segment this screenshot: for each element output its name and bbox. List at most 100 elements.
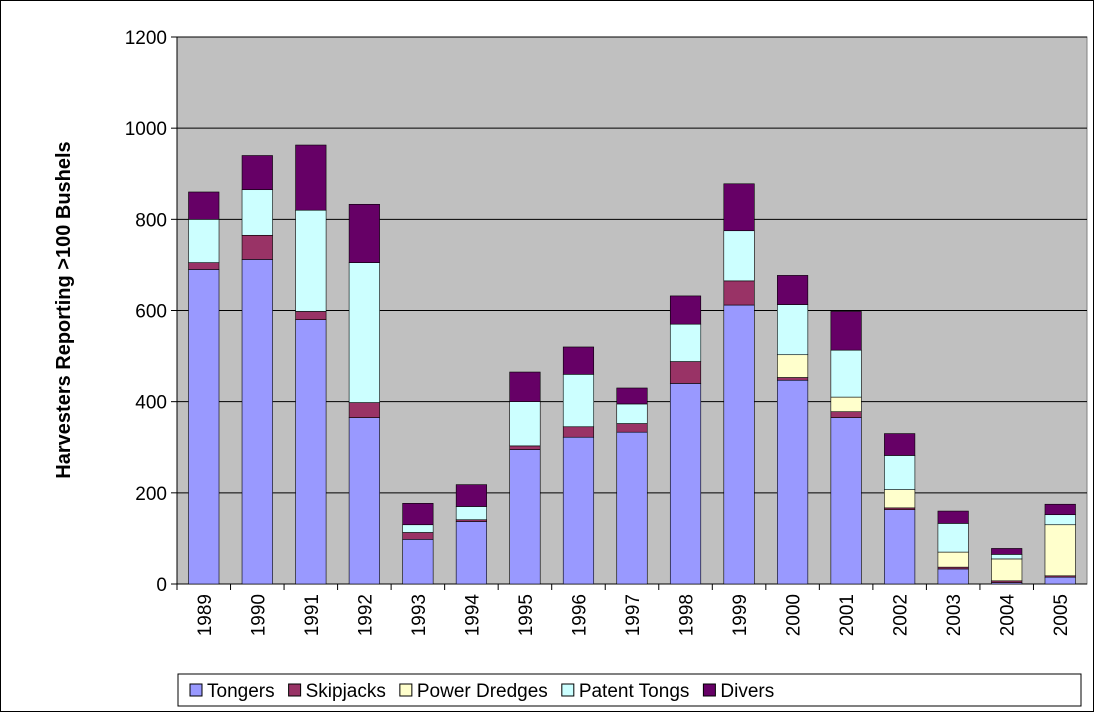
legend-swatch [399, 683, 413, 697]
legend-label: Divers [720, 681, 774, 702]
bar-segment [562, 436, 595, 585]
x-tick-label: 2003 [944, 594, 965, 636]
x-tick-label: 1993 [409, 594, 430, 636]
bar-segment [1044, 514, 1076, 526]
bar-segment [402, 524, 434, 533]
bar-segment [509, 371, 541, 402]
y-tick-label: 200 [135, 484, 167, 505]
bar-segment [777, 354, 809, 378]
x-tick-label: 1992 [355, 594, 376, 636]
x-tick-label: 1995 [516, 594, 537, 636]
bar-segment [562, 346, 595, 375]
x-tick-label: 2001 [837, 594, 858, 636]
bar-segment [1044, 524, 1076, 577]
bar-segment [348, 203, 380, 263]
bar-segment [241, 234, 273, 260]
x-tick-label: 1999 [730, 594, 751, 636]
bar-segment [616, 403, 648, 424]
bar-segment [188, 219, 220, 263]
bar-segment [509, 445, 541, 450]
y-tick-label: 600 [135, 302, 167, 323]
x-tick-label: 2000 [784, 594, 805, 636]
bar-segment [402, 532, 434, 540]
bar-segment [188, 269, 220, 585]
x-tick-label: 2004 [998, 594, 1019, 637]
bar-segment [455, 521, 487, 585]
legend-label: Skipjacks [306, 681, 386, 702]
bar-segment [616, 431, 648, 585]
bar-segment [348, 262, 380, 403]
bar-segment [402, 503, 434, 526]
bar-segment [509, 449, 541, 585]
legend-label: Tongers [207, 681, 275, 702]
bar-segment [884, 489, 916, 509]
bar-segment [669, 323, 702, 362]
bar-segment [1044, 503, 1076, 516]
bar-segment [830, 411, 862, 418]
bar-segment [884, 509, 916, 585]
bar-segment [777, 304, 809, 356]
bar-segment [348, 402, 380, 418]
bar-segment [830, 349, 862, 398]
bar-segment [991, 554, 1023, 560]
legend-label: Patent Tongs [579, 681, 690, 702]
legend: Tongers Skipjacks Power Dredges Patent Tong… [177, 673, 1082, 707]
bar-segment [1044, 576, 1076, 585]
x-tick-label: 1998 [677, 594, 698, 636]
legend-swatch [288, 683, 302, 697]
bar-segment [562, 374, 595, 428]
x-tick-label: 2002 [891, 594, 912, 636]
bar-segment [937, 510, 969, 524]
bar-segment [455, 484, 487, 507]
x-tick-label: 1996 [569, 594, 590, 636]
bar-segment [295, 144, 327, 211]
bar-segment [723, 280, 755, 306]
x-tick-label: 1989 [195, 594, 216, 636]
bar-segment [188, 262, 220, 270]
bar-segment [616, 423, 648, 433]
bar-segment [830, 396, 862, 412]
bar-segment [669, 295, 702, 325]
bar-segment [937, 568, 969, 585]
bar-segment [830, 417, 862, 585]
y-tick-label: 0 [156, 575, 167, 596]
bar-segment [455, 506, 487, 521]
bar-segment [669, 361, 702, 384]
x-tick-label: 1991 [302, 594, 323, 636]
bar-segment [562, 426, 595, 438]
y-tick-label: 1200 [125, 28, 167, 49]
bar-segment [402, 539, 434, 585]
legend-box [177, 673, 1082, 707]
bar-segment [241, 259, 273, 585]
bar-segment [830, 311, 862, 351]
y-axis-label: Harvesters Reporting >100 Bushels [53, 141, 75, 478]
bar-segment [348, 417, 380, 585]
bar-segment [884, 433, 916, 456]
bar-segment [616, 387, 648, 405]
bar-segment [669, 383, 702, 585]
x-tick-label: 1997 [623, 594, 644, 636]
bar-segment [188, 191, 220, 220]
legend-label: Power Dredges [417, 681, 548, 702]
y-tick-label: 1000 [125, 119, 167, 140]
bar-segment [241, 155, 273, 191]
bar-segment [723, 183, 755, 232]
bar-segment [777, 275, 809, 305]
x-tick-label: 1990 [248, 594, 269, 636]
bar-segment [295, 319, 327, 585]
x-tick-label: 2005 [1051, 594, 1072, 636]
y-tick-label: 800 [135, 210, 167, 231]
bar-segment [241, 189, 273, 236]
bar-segment [295, 209, 327, 312]
bar-segment [509, 401, 541, 447]
bar-segment [991, 548, 1023, 555]
y-tick-label: 400 [135, 393, 167, 414]
bar-segment [723, 230, 755, 282]
bar-segment [723, 304, 755, 585]
bar-segment [295, 311, 327, 320]
bar-segment [937, 551, 969, 568]
legend-swatch [189, 683, 203, 697]
legend-swatch [702, 683, 716, 697]
legend-swatch [561, 683, 575, 697]
